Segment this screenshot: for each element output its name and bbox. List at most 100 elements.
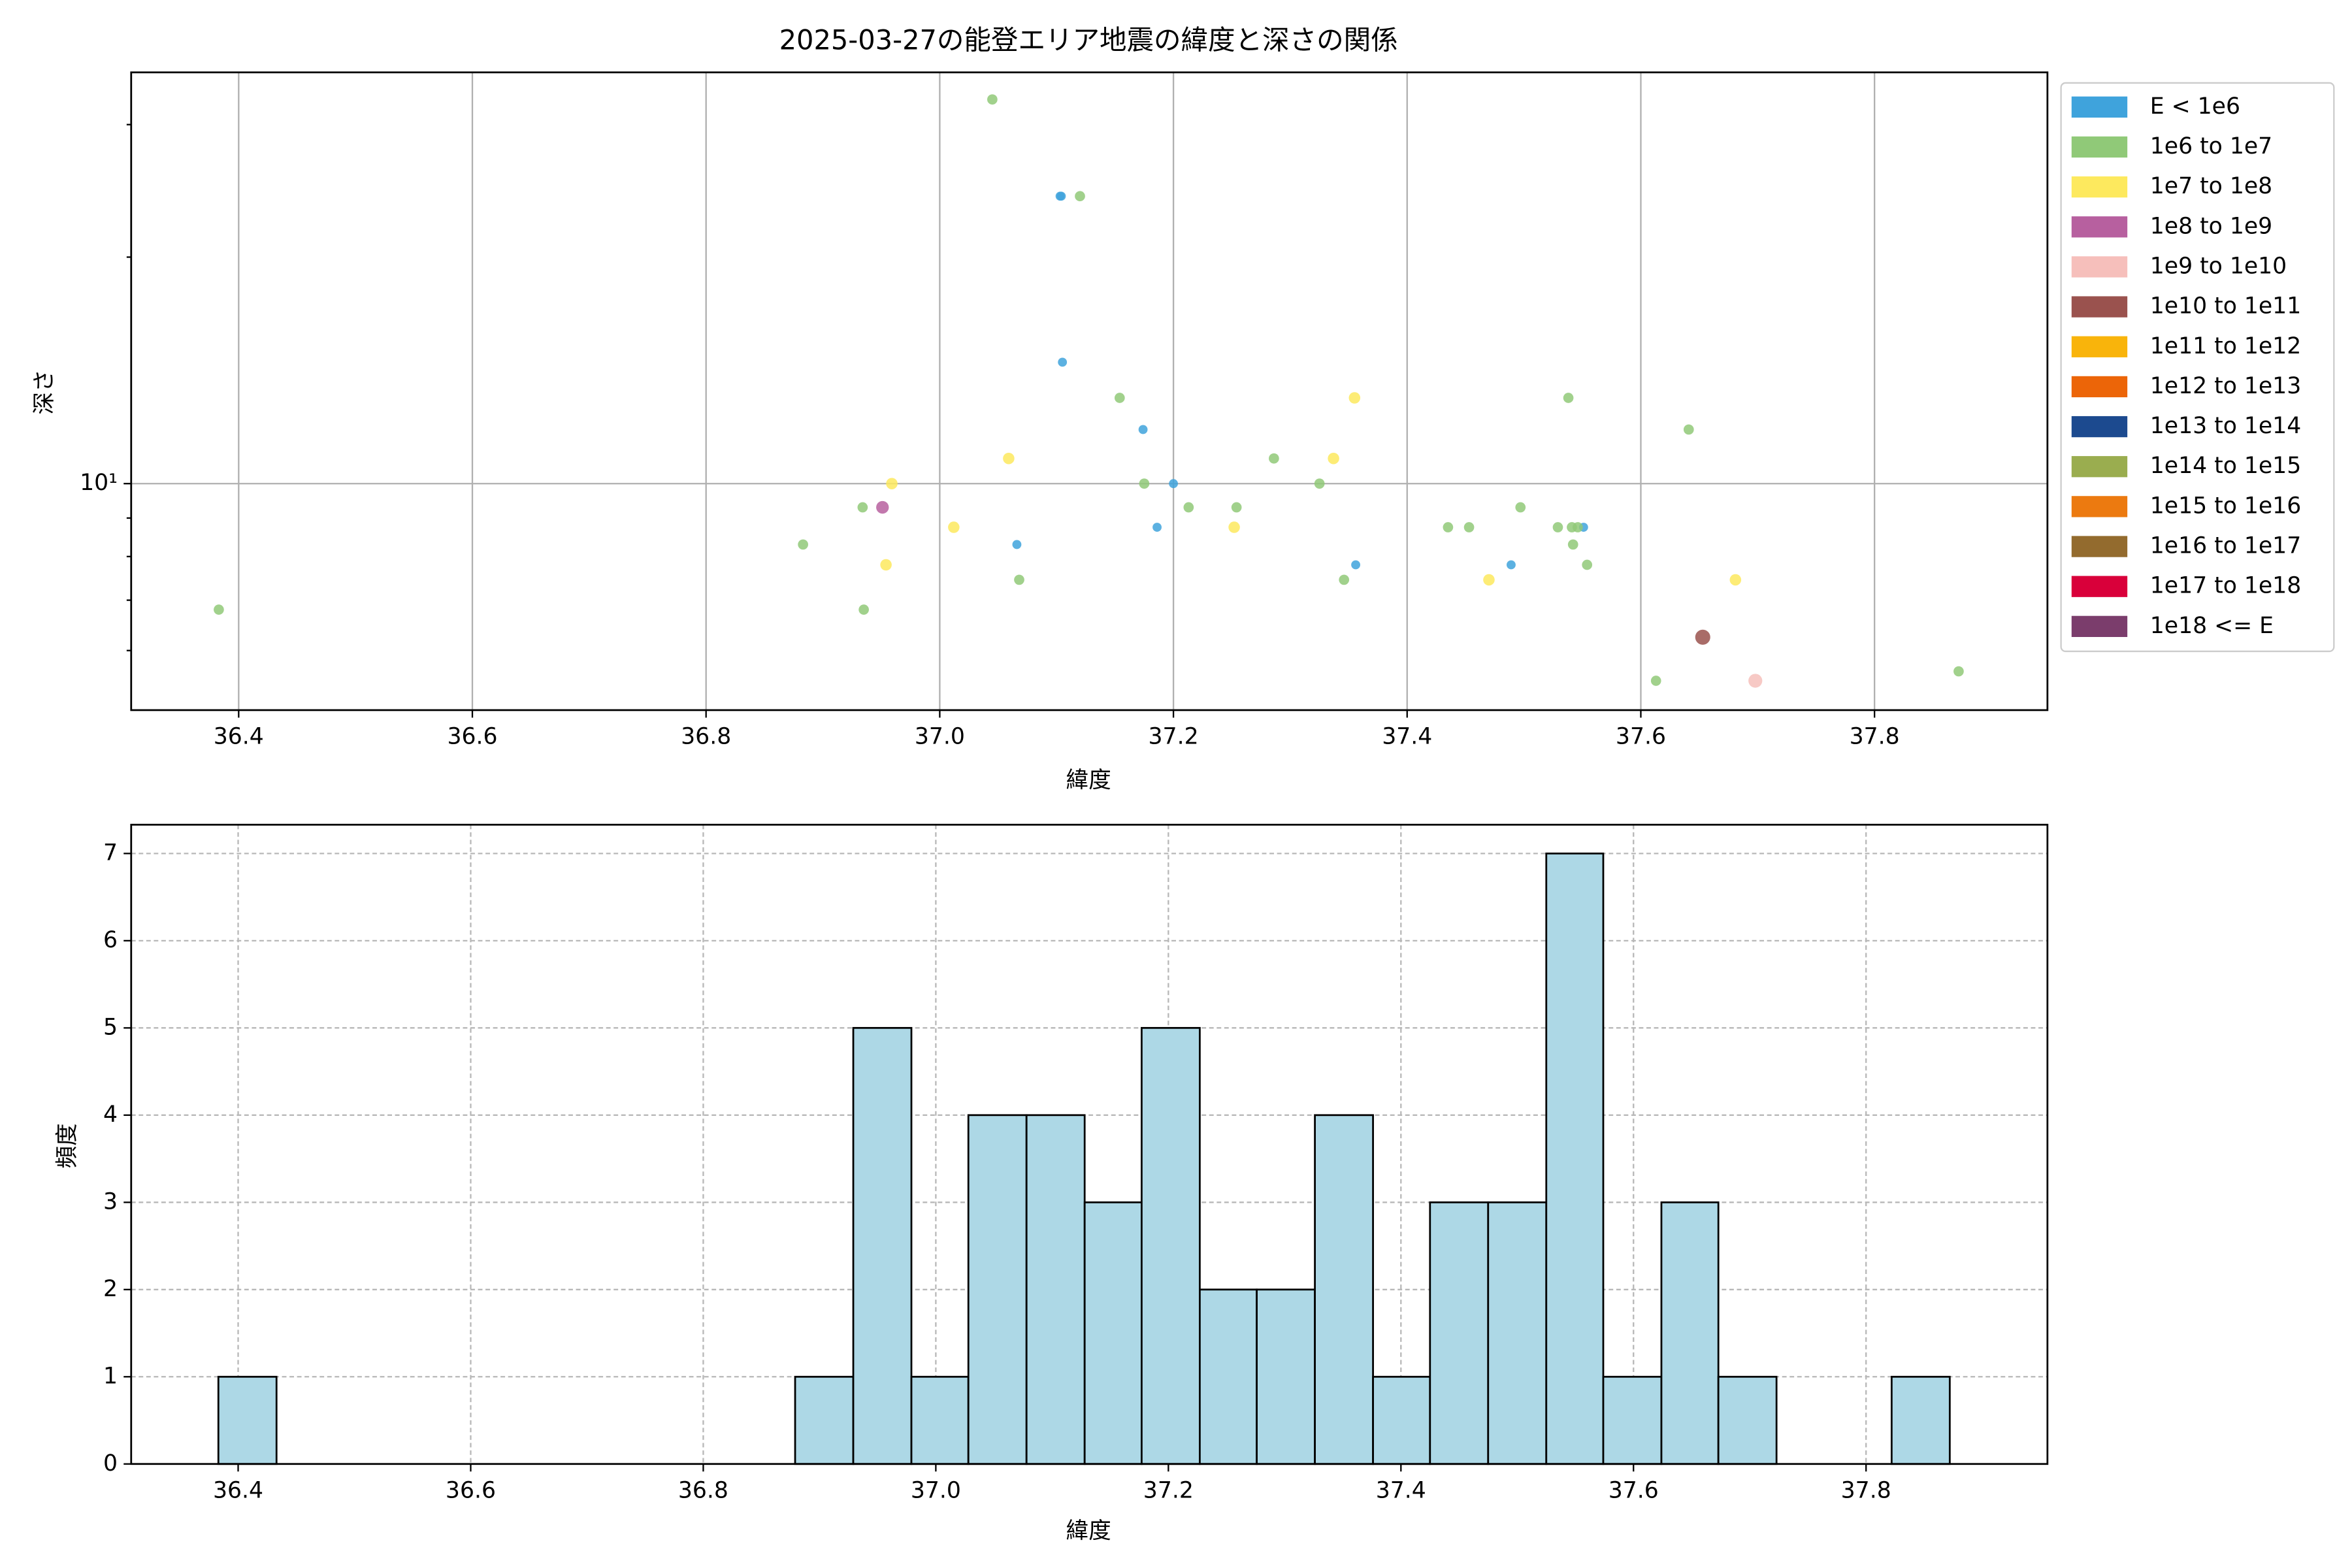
x-tick-label: 37.2 xyxy=(1149,723,1199,749)
legend-label: 1e17 to 1e18 xyxy=(2150,573,2301,599)
bar xyxy=(1083,1201,1143,1465)
point xyxy=(1351,560,1360,570)
bar xyxy=(1256,1288,1316,1465)
bar xyxy=(217,1375,278,1465)
legend-swatch xyxy=(2071,536,2128,557)
y-tick-label: 0 xyxy=(103,1450,118,1477)
point xyxy=(1515,502,1526,513)
x-tick-label: 37.8 xyxy=(1850,723,1900,749)
point xyxy=(1582,559,1593,570)
bar xyxy=(967,1114,1028,1465)
point xyxy=(798,539,808,550)
legend-label: 1e8 to 1e9 xyxy=(2150,213,2272,239)
x-tick-label: 37.0 xyxy=(911,1477,961,1503)
point xyxy=(1573,522,1583,532)
point xyxy=(1729,574,1742,586)
point xyxy=(1314,478,1325,489)
point xyxy=(1683,424,1694,435)
legend-swatch xyxy=(2071,136,2128,158)
y-axis-label: 深さ xyxy=(31,369,57,414)
legend-swatch xyxy=(2071,376,2128,398)
x-tick-label: 36.8 xyxy=(678,1477,728,1503)
bar xyxy=(1890,1375,1951,1465)
point xyxy=(1953,666,1964,677)
point xyxy=(1014,574,1024,585)
x-tick-label: 37.0 xyxy=(915,723,965,749)
x-tick-label: 37.4 xyxy=(1382,723,1432,749)
legend-swatch xyxy=(2071,96,2128,118)
bar xyxy=(1487,1201,1548,1465)
bar xyxy=(1717,1375,1778,1465)
chart-title: 2025-03-27の能登エリア地震の緯度と深さの関係 xyxy=(779,24,1398,56)
y-tick-label: 6 xyxy=(103,927,118,953)
point xyxy=(1138,425,1148,434)
legend-swatch xyxy=(2071,256,2128,278)
y-tick-label: 10¹ xyxy=(80,470,118,496)
legend-swatch xyxy=(2071,216,2128,238)
point xyxy=(1269,453,1279,464)
y-tick-label: 3 xyxy=(103,1188,118,1215)
legend-label: 1e11 to 1e12 xyxy=(2150,333,2301,359)
point xyxy=(1463,522,1475,532)
legend-label: E < 1e6 xyxy=(2150,93,2240,120)
point xyxy=(1483,574,1495,586)
point xyxy=(1650,676,1661,686)
bar xyxy=(1314,1114,1374,1465)
legend-label: 1e18 <= E xyxy=(2150,613,2274,639)
x-axis-label: 緯度 xyxy=(1066,1518,1111,1544)
bar xyxy=(910,1375,970,1465)
bar xyxy=(1429,1201,1490,1465)
legend-label: 1e7 to 1e8 xyxy=(2150,173,2272,199)
point xyxy=(1183,502,1194,513)
x-tick-label: 36.4 xyxy=(214,723,264,749)
point xyxy=(886,478,898,489)
point xyxy=(214,604,224,615)
legend-label: 1e15 to 1e16 xyxy=(2150,493,2301,519)
y-tick-label: 2 xyxy=(103,1276,118,1302)
point xyxy=(1228,521,1240,533)
plot-frame xyxy=(130,823,2049,1465)
legend-box xyxy=(2060,82,2335,653)
point xyxy=(1507,560,1516,570)
legend-label: 1e14 to 1e15 xyxy=(2150,453,2301,479)
legend-label: 1e16 to 1e17 xyxy=(2150,533,2301,559)
bar xyxy=(1141,1026,1201,1465)
legend-swatch xyxy=(2071,576,2128,597)
legend-swatch xyxy=(2071,496,2128,517)
y-tick-label: 5 xyxy=(103,1014,118,1040)
legend-swatch xyxy=(2071,615,2128,637)
x-tick-label: 37.2 xyxy=(1143,1477,1194,1503)
point xyxy=(1056,191,1066,201)
legend-label: 1e10 to 1e11 xyxy=(2150,293,2301,319)
point xyxy=(1695,629,1710,645)
bar xyxy=(1660,1201,1720,1465)
plot-frame xyxy=(130,71,2049,711)
point xyxy=(1552,522,1563,532)
point xyxy=(1443,522,1454,532)
legend-label: 1e6 to 1e7 xyxy=(2150,133,2272,159)
point xyxy=(1563,393,1574,403)
bar xyxy=(1199,1288,1258,1465)
point xyxy=(1003,452,1015,465)
bar xyxy=(794,1375,855,1465)
legend-label: 1e12 to 1e13 xyxy=(2150,373,2301,399)
point xyxy=(1748,674,1763,688)
point xyxy=(1348,392,1361,404)
legend-swatch xyxy=(2071,336,2128,357)
point xyxy=(1139,478,1150,489)
legend-label: 1e9 to 1e10 xyxy=(2150,253,2287,279)
point xyxy=(948,521,960,533)
x-axis-label: 緯度 xyxy=(1066,767,1111,793)
x-tick-label: 36.6 xyxy=(446,1477,496,1503)
x-tick-label: 37.6 xyxy=(1616,723,1666,749)
legend-swatch xyxy=(2071,176,2128,198)
x-tick-label: 37.8 xyxy=(1841,1477,1891,1503)
legend-swatch xyxy=(2071,416,2128,438)
bar xyxy=(852,1026,913,1465)
legend-label: 1e13 to 1e14 xyxy=(2150,413,2301,439)
point xyxy=(1114,393,1125,403)
point xyxy=(1058,357,1068,367)
x-tick-label: 37.6 xyxy=(1609,1477,1659,1503)
bar xyxy=(1025,1114,1086,1465)
